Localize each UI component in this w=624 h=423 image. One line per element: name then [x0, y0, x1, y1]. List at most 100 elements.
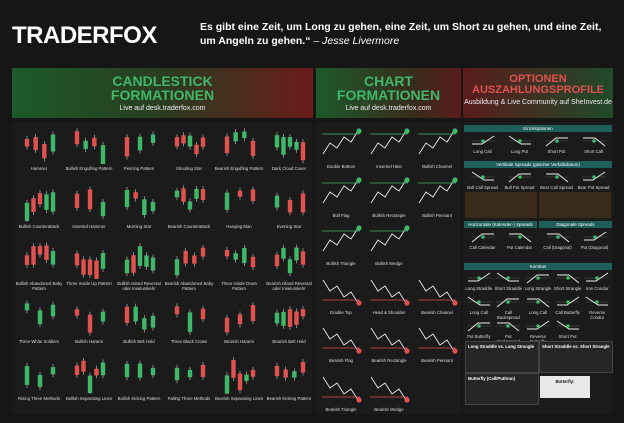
candle-label: Bearish Belt Hold [272, 338, 306, 344]
dot [404, 176, 410, 183]
shape [187, 311, 193, 332]
shape [546, 233, 569, 243]
shape [508, 135, 531, 145]
option-label: Iron Condor [585, 286, 609, 291]
shape [31, 197, 36, 212]
shape [174, 137, 180, 147]
section-title-line: FORMATIONEN [336, 87, 441, 103]
shape [527, 298, 550, 308]
shape [370, 179, 407, 203]
option-label: Put Butterfly [467, 334, 491, 339]
candle-label: Bearish Kicking Pattern [266, 396, 312, 401]
dot [452, 128, 458, 134]
shape [192, 255, 197, 264]
shape [181, 187, 186, 202]
option-label: Short Call [584, 149, 603, 154]
shape [322, 179, 359, 203]
shape [467, 296, 490, 306]
shape [300, 361, 306, 373]
shape [187, 135, 193, 147]
shape [87, 259, 93, 275]
shape [583, 231, 606, 241]
shape [24, 366, 30, 385]
shape [287, 308, 293, 327]
dot [554, 139, 559, 143]
icon [124, 131, 156, 160]
icon [124, 243, 156, 277]
shape [231, 360, 236, 378]
shape [137, 136, 143, 151]
shape [94, 260, 99, 279]
shape [467, 272, 491, 282]
shape [527, 320, 550, 330]
pattern-label: Bullish Pennant [422, 212, 452, 218]
shape [174, 305, 180, 314]
dot [356, 128, 362, 134]
shape [124, 137, 130, 157]
shape [418, 279, 455, 303]
option-heading: Vertikale Spreads (gleicher Verfallsdatu… [464, 161, 612, 168]
shape [194, 144, 199, 155]
shape [322, 376, 359, 400]
shape [294, 310, 299, 325]
icon [274, 132, 306, 164]
pattern-label: Bullish Triangle [326, 261, 356, 266]
shape [545, 137, 568, 147]
quote: Es gibt eine Zeit, um Long zu gehen, ein… [200, 20, 620, 48]
quote-text: Es gibt eine Zeit, um Long zu gehen, ein… [200, 21, 602, 47]
icon [174, 244, 206, 279]
candle-label: Bullish Separating Lines [65, 396, 113, 401]
shape [224, 375, 230, 394]
shape [370, 376, 407, 400]
dot [404, 225, 410, 231]
icon [544, 173, 569, 183]
icon [322, 225, 362, 252]
option-label: Short Put [558, 334, 577, 339]
option-box-title: Butterfly: [555, 379, 575, 384]
shape [133, 191, 138, 199]
candle-label: Bullish Abandoned Baby Pattern [15, 281, 63, 291]
shape [181, 135, 186, 144]
shape [281, 137, 286, 155]
option-box-title: Short Straddle vs. Short Strangle [542, 344, 610, 349]
shape [556, 274, 579, 284]
dot [356, 225, 362, 231]
shape [37, 374, 43, 388]
shape [292, 371, 297, 378]
icon [224, 185, 256, 213]
shape [94, 368, 99, 376]
shape [31, 246, 36, 265]
shape [237, 190, 243, 197]
icon [555, 296, 580, 306]
section-banner: OPTIONEN AUSZAHLUNGSPROFILE Ausbildung & L… [463, 68, 613, 118]
dot [480, 235, 485, 239]
shape [237, 313, 243, 324]
section-title-line: CHART [364, 73, 413, 89]
icon [370, 225, 410, 252]
icon [370, 376, 410, 403]
pattern-label: Head & Shoulder [372, 309, 406, 315]
shape [300, 251, 306, 265]
candle-label: Rising Three Methods [18, 396, 60, 401]
shape [50, 134, 56, 152]
shape [81, 360, 86, 372]
option-box [539, 192, 611, 218]
candle-label: Shooting Star [175, 166, 203, 171]
icon [322, 279, 362, 306]
option-box: Long Straddle vs. Long Strangle [465, 341, 539, 373]
section-title: OPTIONEN AUSZAHLUNGSPROFILE [463, 68, 613, 96]
shape [294, 247, 299, 261]
dot [356, 176, 362, 183]
candle-label: Inverted Hammer [72, 223, 106, 229]
dot [565, 324, 570, 328]
dot [536, 276, 540, 280]
shape [418, 327, 455, 352]
dot [356, 396, 362, 403]
shape [87, 188, 93, 209]
shape [281, 247, 286, 259]
icon [585, 296, 610, 306]
dot [356, 299, 362, 306]
option-label: Call Backspread [497, 310, 520, 320]
shape [294, 141, 299, 150]
candle-label: Bullish Engulfing Pattern [65, 166, 113, 171]
